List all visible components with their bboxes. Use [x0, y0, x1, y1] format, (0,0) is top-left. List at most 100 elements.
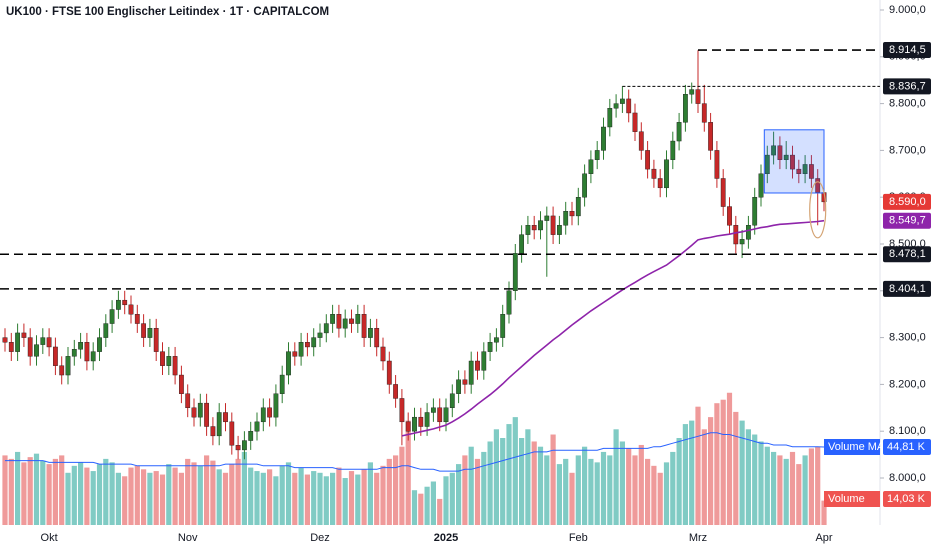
- volume-ma-legend-value: 44,81 K: [887, 441, 926, 453]
- candle-body: [241, 440, 247, 451]
- volume-bar: [304, 474, 310, 525]
- candle-body: [607, 108, 613, 128]
- candle-body: [739, 239, 745, 245]
- volume-bar: [632, 455, 638, 525]
- candle-body: [481, 351, 487, 371]
- volume-bar: [695, 406, 701, 525]
- y-tick-label: 8.800,0: [889, 98, 926, 110]
- candle-body: [349, 318, 354, 324]
- candle-body: [664, 159, 669, 189]
- volume-bar: [808, 448, 814, 525]
- candle-body: [197, 402, 203, 418]
- volume-bar: [758, 441, 764, 525]
- candle-body: [97, 337, 102, 352]
- volume-bar: [59, 455, 65, 525]
- candle-body: [456, 379, 461, 394]
- level-label: 8.836,7: [889, 80, 926, 92]
- candle-body: [386, 360, 392, 385]
- volume-bar: [323, 476, 329, 525]
- candle-body: [185, 393, 191, 409]
- volume-bar: [575, 455, 581, 525]
- last-price-label-box: [883, 193, 931, 210]
- candle-body: [21, 332, 27, 338]
- candle-body: [443, 407, 449, 423]
- candle-body: [330, 314, 335, 324]
- volume-bar: [222, 472, 229, 525]
- volume-bar: [21, 462, 27, 525]
- candle-body: [588, 159, 594, 174]
- candle-body: [323, 323, 329, 334]
- volume-bar: [411, 490, 418, 525]
- candle-body: [720, 178, 726, 207]
- chart-title: UK100 · FTSE 100 Englischer Leitindex · …: [6, 6, 329, 18]
- candle-body: [487, 342, 493, 352]
- volume-bar: [405, 420, 411, 525]
- volume-bar: [462, 455, 468, 525]
- candle-body: [764, 154, 770, 175]
- volume-bar: [386, 458, 392, 525]
- candle-body: [90, 351, 96, 362]
- candle-body: [273, 393, 279, 418]
- candle-body: [204, 402, 209, 427]
- candle-body: [638, 131, 644, 151]
- volume-bar: [764, 446, 770, 525]
- volume-bar: [815, 446, 821, 525]
- candle-body: [683, 94, 688, 123]
- volume-bar: [468, 446, 474, 525]
- candle-body: [336, 314, 342, 329]
- volume-bar: [46, 464, 52, 525]
- volume-bar: [796, 464, 802, 525]
- volume-bar: [84, 467, 90, 525]
- volume-ma-legend-value-box: [883, 439, 931, 455]
- candle-body: [418, 416, 424, 427]
- candle-body: [512, 253, 518, 291]
- volume-bar: [701, 429, 707, 525]
- volume-bar: [745, 429, 751, 525]
- candle-body: [708, 122, 714, 151]
- volume-bar: [141, 469, 147, 525]
- volume-bar: [802, 455, 808, 525]
- volume-bar: [311, 471, 317, 525]
- candle-body: [260, 407, 266, 423]
- candle-body: [235, 445, 241, 451]
- level-label-box: [883, 42, 931, 59]
- candle-body: [27, 337, 33, 357]
- candle-body: [563, 211, 569, 226]
- candle-body: [475, 360, 480, 371]
- candle-body: [71, 349, 77, 357]
- candle-body: [431, 407, 436, 413]
- volume-bar: [726, 392, 733, 525]
- candle-body: [229, 421, 235, 446]
- candle-body: [128, 304, 134, 315]
- ma-label: 8.549,7: [889, 215, 926, 227]
- volume-bar: [443, 476, 449, 525]
- candle-body: [620, 98, 625, 104]
- volume-bar: [241, 451, 247, 525]
- volume-bar: [645, 458, 651, 525]
- volume-legend-value-box: [883, 491, 931, 507]
- volume-bar: [481, 451, 487, 525]
- candle-body: [141, 323, 146, 338]
- level-label-box: [883, 78, 931, 95]
- volume-legend-name: Volume: [828, 493, 865, 505]
- candle-body: [626, 98, 632, 114]
- volume-bar: [600, 451, 607, 525]
- candle-body: [525, 225, 531, 235]
- candle-body: [59, 365, 65, 376]
- candle-body: [368, 328, 373, 338]
- y-tick-label: 8.100,0: [889, 425, 926, 437]
- candle-body: [746, 225, 751, 240]
- volume-bar: [361, 469, 367, 525]
- x-tick-label: Apr: [815, 532, 832, 544]
- candle-body: [342, 318, 348, 329]
- volume-bar: [714, 403, 720, 525]
- candle-body: [311, 337, 317, 348]
- candle-body: [437, 407, 443, 423]
- x-tick-label: Nov: [178, 532, 198, 544]
- volume-bar: [27, 457, 33, 525]
- candle-body: [34, 344, 39, 357]
- volume-bar: [619, 441, 625, 525]
- volume-bar: [783, 458, 789, 525]
- volume-bar: [569, 472, 575, 525]
- moving-average-line: [401, 219, 825, 437]
